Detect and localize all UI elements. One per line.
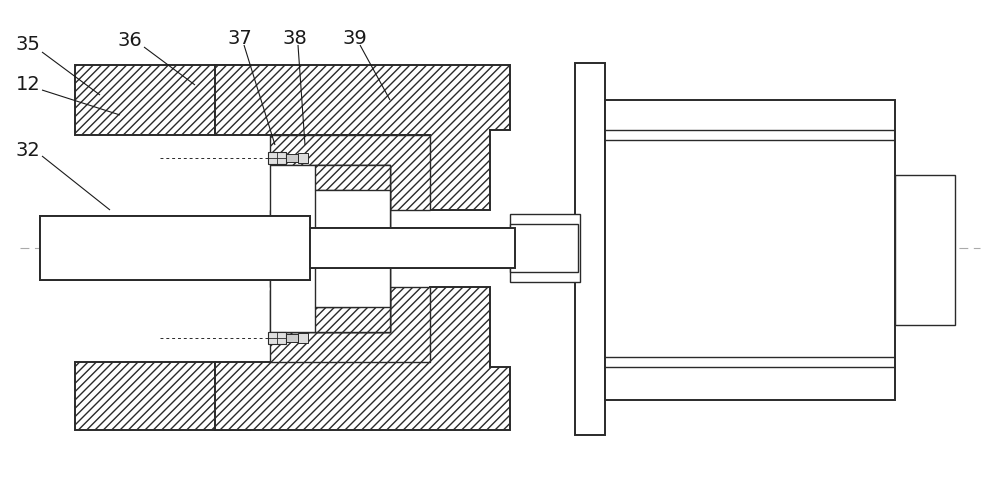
Bar: [298, 153, 308, 163]
Bar: [270, 290, 390, 332]
Bar: [510, 224, 578, 272]
Bar: [605, 100, 895, 400]
Text: 32: 32: [16, 140, 40, 160]
Bar: [298, 333, 308, 343]
Bar: [575, 63, 605, 435]
Bar: [310, 228, 515, 268]
Polygon shape: [75, 362, 250, 430]
Text: 39: 39: [343, 28, 367, 48]
Bar: [40, 217, 308, 279]
Bar: [270, 210, 390, 287]
Text: 35: 35: [16, 36, 40, 54]
Text: 38: 38: [283, 28, 307, 48]
Bar: [315, 190, 390, 307]
Bar: [40, 216, 310, 280]
Text: 37: 37: [228, 28, 252, 48]
Polygon shape: [75, 65, 250, 135]
Bar: [268, 152, 286, 164]
Bar: [270, 165, 390, 332]
Bar: [510, 214, 580, 282]
Polygon shape: [270, 135, 430, 210]
Bar: [895, 175, 955, 325]
Polygon shape: [315, 165, 390, 210]
Polygon shape: [270, 287, 430, 362]
Polygon shape: [215, 65, 510, 210]
Bar: [40, 216, 310, 280]
Bar: [286, 334, 298, 342]
Text: 36: 36: [118, 30, 142, 50]
Polygon shape: [215, 287, 510, 430]
Bar: [286, 154, 298, 162]
Bar: [310, 228, 515, 268]
Bar: [268, 332, 286, 344]
Text: 12: 12: [16, 76, 40, 94]
Polygon shape: [315, 287, 390, 332]
